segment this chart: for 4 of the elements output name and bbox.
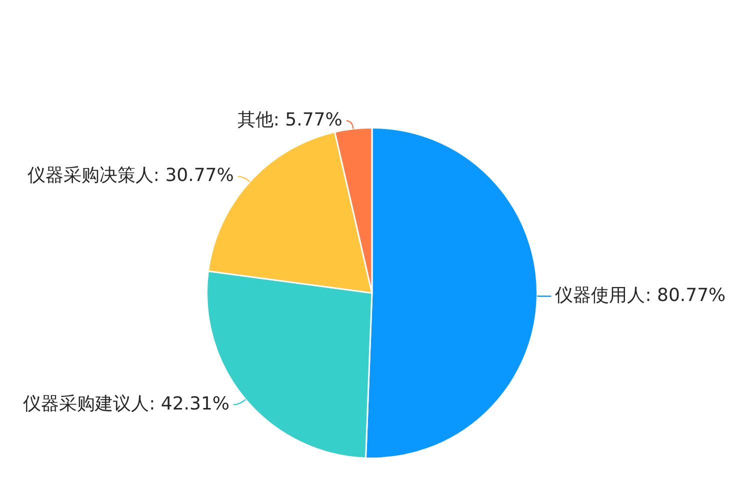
slice-label: 仪器采购决策人: 30.77%: [27, 165, 234, 186]
slice-label: 仪器采购建议人: 42.31%: [23, 393, 230, 414]
slice-label: 其他: 5.77%: [237, 110, 342, 131]
slice-label: 仪器使用人: 80.77%: [555, 284, 726, 306]
